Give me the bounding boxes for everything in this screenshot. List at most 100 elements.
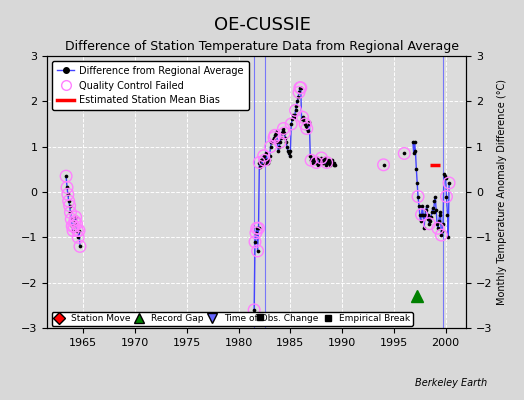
- Point: [318, 157, 326, 164]
- Point: [75, 227, 83, 234]
- Point: [443, 212, 452, 218]
- Point: [300, 118, 308, 125]
- Point: [434, 225, 442, 232]
- Text: Difference of Station Temperature Data from Regional Average: Difference of Station Temperature Data f…: [65, 40, 459, 53]
- Point: [327, 159, 335, 166]
- Point: [254, 225, 263, 232]
- Point: [422, 207, 430, 213]
- Point: [437, 232, 445, 238]
- Point: [74, 234, 82, 240]
- Point: [266, 152, 274, 159]
- Point: [436, 209, 445, 216]
- Point: [296, 84, 304, 91]
- Point: [298, 114, 307, 120]
- Point: [414, 193, 422, 200]
- Point: [298, 114, 307, 120]
- Point: [313, 155, 321, 161]
- Point: [429, 205, 437, 211]
- Point: [267, 139, 276, 145]
- Point: [278, 128, 287, 134]
- Point: [306, 152, 314, 159]
- Point: [419, 212, 428, 218]
- Point: [295, 89, 303, 96]
- Point: [294, 94, 302, 100]
- Point: [72, 220, 81, 227]
- Point: [420, 225, 428, 232]
- Point: [266, 144, 275, 150]
- Point: [330, 159, 339, 166]
- Point: [302, 123, 310, 130]
- Point: [74, 234, 82, 240]
- Point: [275, 144, 283, 150]
- Point: [286, 148, 294, 154]
- Point: [293, 98, 301, 104]
- Point: [312, 159, 321, 166]
- Point: [400, 150, 408, 157]
- Point: [315, 157, 324, 164]
- Point: [289, 112, 297, 118]
- Point: [304, 121, 313, 127]
- Point: [379, 162, 388, 168]
- Point: [264, 159, 272, 166]
- Text: OE-CUSSIE: OE-CUSSIE: [214, 16, 310, 34]
- Point: [76, 243, 84, 250]
- Point: [64, 198, 73, 204]
- Point: [331, 162, 340, 168]
- Point: [302, 125, 311, 132]
- Point: [270, 134, 278, 141]
- Point: [326, 162, 334, 168]
- Point: [251, 239, 259, 245]
- Point: [254, 248, 262, 254]
- Point: [66, 209, 74, 216]
- Point: [441, 175, 450, 182]
- Point: [421, 212, 429, 218]
- Point: [281, 134, 289, 141]
- Point: [328, 157, 336, 164]
- Point: [427, 214, 435, 220]
- Point: [297, 84, 305, 91]
- Point: [63, 184, 71, 191]
- Point: [73, 227, 82, 234]
- Point: [64, 191, 72, 198]
- Point: [433, 220, 441, 227]
- Point: [310, 155, 319, 161]
- Point: [317, 155, 325, 161]
- Point: [62, 173, 70, 179]
- Point: [285, 150, 293, 157]
- Point: [71, 214, 80, 220]
- Point: [423, 212, 432, 218]
- Point: [63, 184, 71, 191]
- Point: [434, 218, 443, 225]
- Point: [429, 209, 438, 216]
- Point: [319, 159, 328, 166]
- Point: [302, 125, 311, 132]
- Point: [271, 130, 280, 136]
- Point: [307, 157, 315, 164]
- Point: [250, 307, 258, 313]
- Point: [295, 89, 303, 96]
- Point: [259, 152, 268, 159]
- Point: [322, 159, 331, 166]
- Point: [71, 214, 80, 220]
- Point: [252, 230, 260, 236]
- Point: [262, 150, 270, 157]
- Point: [311, 157, 320, 164]
- Point: [279, 125, 288, 132]
- Point: [255, 159, 264, 166]
- Point: [277, 134, 285, 141]
- Point: [329, 159, 337, 166]
- Point: [445, 180, 453, 186]
- Point: [286, 152, 294, 159]
- Point: [66, 202, 74, 209]
- Point: [445, 180, 453, 186]
- Legend: Station Move, Record Gap, Time of Obs. Change, Empirical Break: Station Move, Record Gap, Time of Obs. C…: [52, 312, 413, 326]
- Point: [417, 212, 425, 218]
- Point: [422, 202, 431, 209]
- Point: [434, 225, 442, 232]
- Point: [417, 218, 425, 225]
- Point: [441, 173, 449, 179]
- Point: [440, 171, 448, 177]
- Point: [257, 157, 265, 164]
- Point: [64, 191, 72, 198]
- Point: [287, 121, 296, 127]
